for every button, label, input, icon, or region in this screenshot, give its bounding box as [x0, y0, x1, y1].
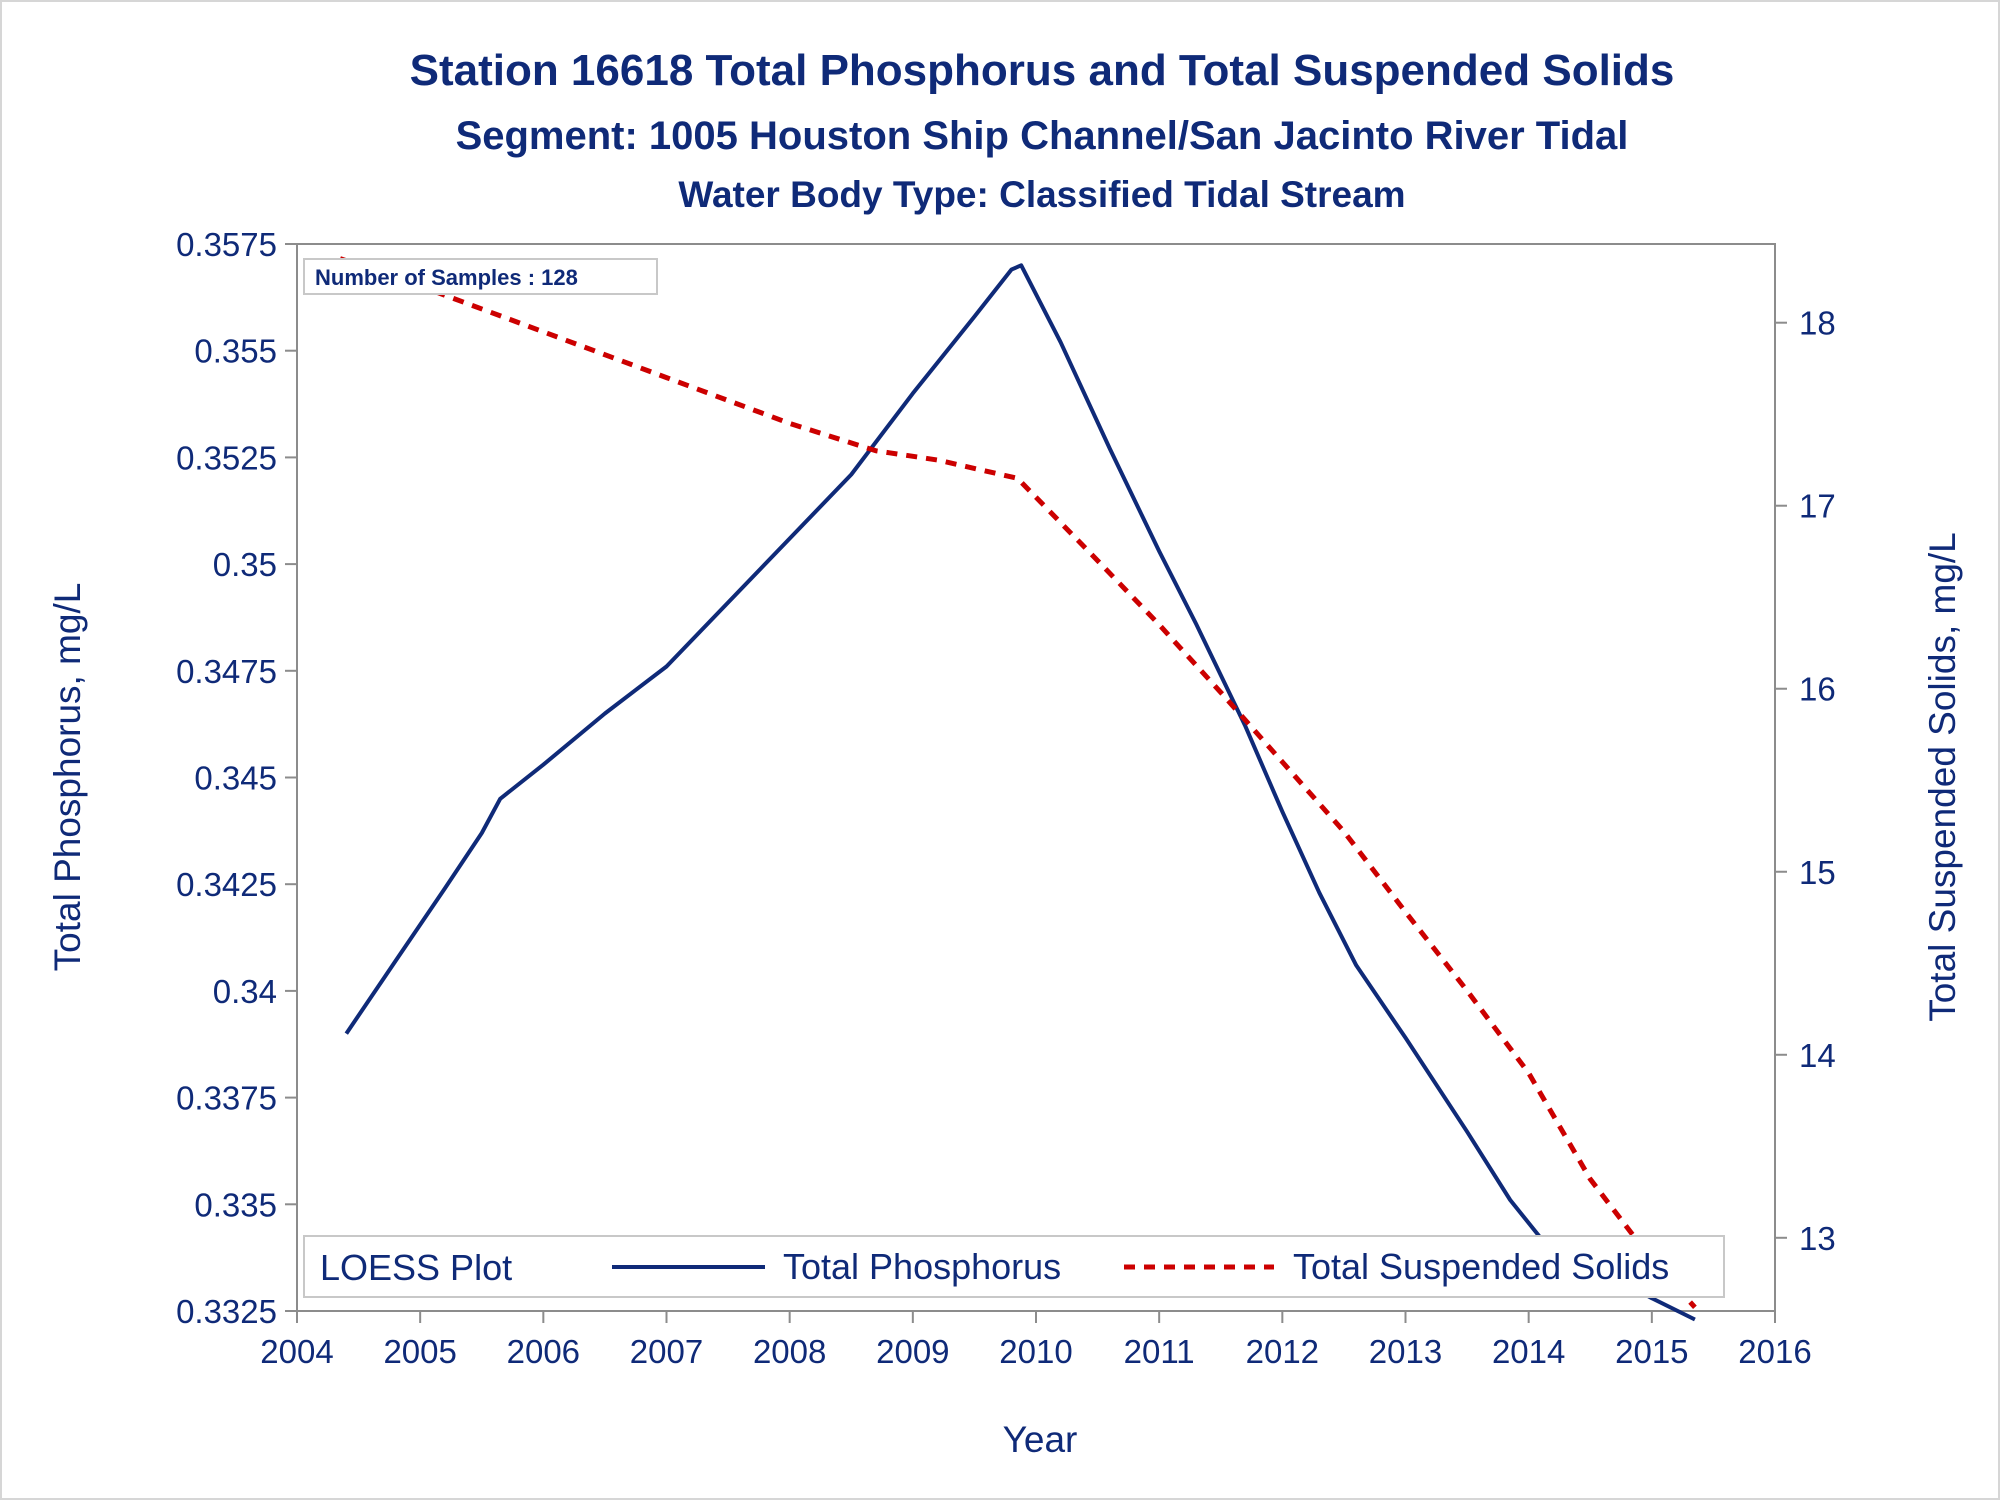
x-axis-label: Year	[1003, 1419, 1078, 1460]
x-tick-label: 2016	[1738, 1333, 1811, 1370]
x-tick-label: 2014	[1492, 1333, 1565, 1370]
y-tick-label: 0.35	[213, 546, 277, 583]
legend-item-tss: Total Suspended Solids	[1293, 1246, 1669, 1287]
x-tick-label: 2008	[753, 1333, 826, 1370]
legend-frame	[303, 1235, 1725, 1298]
y-axis-label: Total Phosphorus, mg/L	[47, 583, 88, 972]
y2-axis-label: Total Suspended Solids, mg/L	[1922, 532, 1963, 1022]
sample-count-label: Number of Samples : 128	[315, 265, 578, 290]
x-tick-label: 2012	[1246, 1333, 1319, 1370]
y-tick-label: 0.3475	[176, 653, 277, 690]
y2-tick-label: 18	[1799, 305, 1836, 342]
x-tick-label: 2006	[507, 1333, 580, 1370]
x-tick-label: 2011	[1124, 1333, 1195, 1370]
series-lines	[339, 256, 1697, 1322]
y2-tick-label: 16	[1799, 671, 1836, 708]
y-tick-label: 0.3375	[176, 1080, 277, 1117]
series-line-total-suspended-solids	[339, 256, 1697, 1309]
x-tick-label: 2009	[876, 1333, 949, 1370]
chart-title: Station 16618 Total Phosphorus and Total…	[410, 46, 1675, 95]
y-tick-label: 0.3425	[176, 866, 277, 903]
y2-tick-label: 17	[1799, 488, 1836, 525]
y-tick-label: 0.3525	[176, 439, 277, 476]
sample-count-frame	[303, 258, 658, 295]
y-tick-label: 0.34	[213, 973, 277, 1010]
plot-area	[296, 243, 1776, 1312]
x-tick-label: 2015	[1615, 1333, 1688, 1370]
y2-tick-label: 15	[1799, 854, 1836, 891]
chart-subtitle-segment: Segment: 1005 Houston Ship Channel/San J…	[456, 114, 1629, 158]
y2-tick-label: 14	[1799, 1037, 1836, 1074]
x-axis-ticks: 2004 2005 2006 2007 2008 2009 2010 2011 2012 2013…	[260, 1311, 1812, 1370]
y-tick-label: 0.3575	[176, 226, 277, 263]
sample-count-box: Number of Samples : 128	[303, 258, 658, 295]
y2-tick-label: 13	[1799, 1220, 1836, 1257]
y-tick-label: 0.345	[194, 760, 277, 797]
legend: LOESS Plot Total Phosphorus Total Suspen…	[303, 1235, 1725, 1298]
y-tick-label: 0.355	[194, 333, 277, 370]
x-tick-label: 2010	[999, 1333, 1072, 1370]
x-tick-label: 2004	[260, 1333, 333, 1370]
series-line-total-phosphorus	[344, 263, 1696, 1322]
x-tick-label: 2007	[630, 1333, 703, 1370]
chart-subtitle-water-body: Water Body Type: Classified Tidal Stream	[678, 174, 1405, 215]
legend-item-phosphorus: Total Phosphorus	[783, 1246, 1061, 1287]
x-tick-label: 2005	[383, 1333, 456, 1370]
legend-title: LOESS Plot	[320, 1247, 512, 1288]
y-axis-ticks: 0.3325 0.335 0.3375 0.34 0.3425 0.345 0.3475 0.…	[176, 226, 297, 1330]
y-tick-label: 0.335	[194, 1186, 277, 1223]
y-tick-label: 0.3325	[176, 1293, 277, 1330]
y2-axis-ticks: 13 14 15 16 17 18	[1775, 305, 1836, 1257]
x-tick-label: 2013	[1369, 1333, 1442, 1370]
